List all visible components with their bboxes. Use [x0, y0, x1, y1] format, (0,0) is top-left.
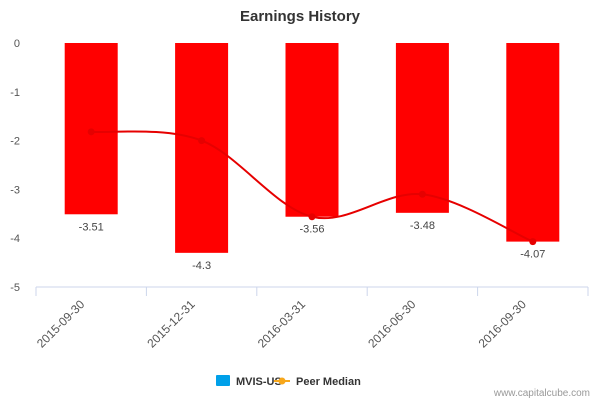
data-label: -3.56 — [299, 224, 324, 236]
data-label: -3.51 — [79, 221, 104, 233]
peer-median-point-2016-03-31[interactable] — [308, 213, 316, 221]
y-tick-label: -3 — [10, 184, 20, 196]
y-tick-label: -4 — [10, 233, 20, 245]
chart-title: Earnings History — [240, 8, 361, 25]
data-label: -4.3 — [192, 260, 211, 272]
peer-median-point-2016-06-30[interactable] — [418, 190, 426, 198]
x-tick-label: 2016-03-31 — [255, 297, 309, 351]
bar-mvis-2016-06-30[interactable] — [395, 43, 449, 213]
bar-mvis-2016-09-30[interactable] — [506, 43, 560, 242]
legend: MVIS-US Peer Median — [216, 375, 361, 388]
legend-label-peer-median[interactable]: Peer Median — [296, 376, 361, 388]
legend-swatch-mvis — [216, 375, 230, 386]
x-tick-label: 2015-09-30 — [34, 297, 88, 351]
x-tick-label: 2016-06-30 — [365, 297, 419, 351]
data-label: -3.48 — [410, 220, 435, 232]
peer-median-point-2015-09-30[interactable] — [87, 128, 95, 136]
bar-mvis-2015-12-31[interactable] — [175, 43, 229, 253]
y-tick-label: -5 — [10, 282, 20, 294]
data-label: -4.07 — [520, 249, 545, 261]
peer-median-point-2015-12-31[interactable] — [198, 137, 206, 145]
peer-median-point-2016-09-30[interactable] — [529, 238, 537, 246]
y-tick-label: -2 — [10, 136, 20, 148]
bar-mvis-2016-03-31[interactable] — [285, 43, 339, 217]
y-tick-label: 0 — [14, 38, 20, 50]
y-tick-label: -1 — [10, 87, 20, 99]
x-tick-label: 2015-12-31 — [144, 297, 198, 351]
credit-text: www.capitalcube.com — [493, 388, 590, 399]
legend-dot-peer-median — [278, 377, 286, 385]
legend-label-mvis[interactable]: MVIS-US — [236, 376, 282, 388]
x-tick-label: 2016-09-30 — [476, 297, 530, 351]
